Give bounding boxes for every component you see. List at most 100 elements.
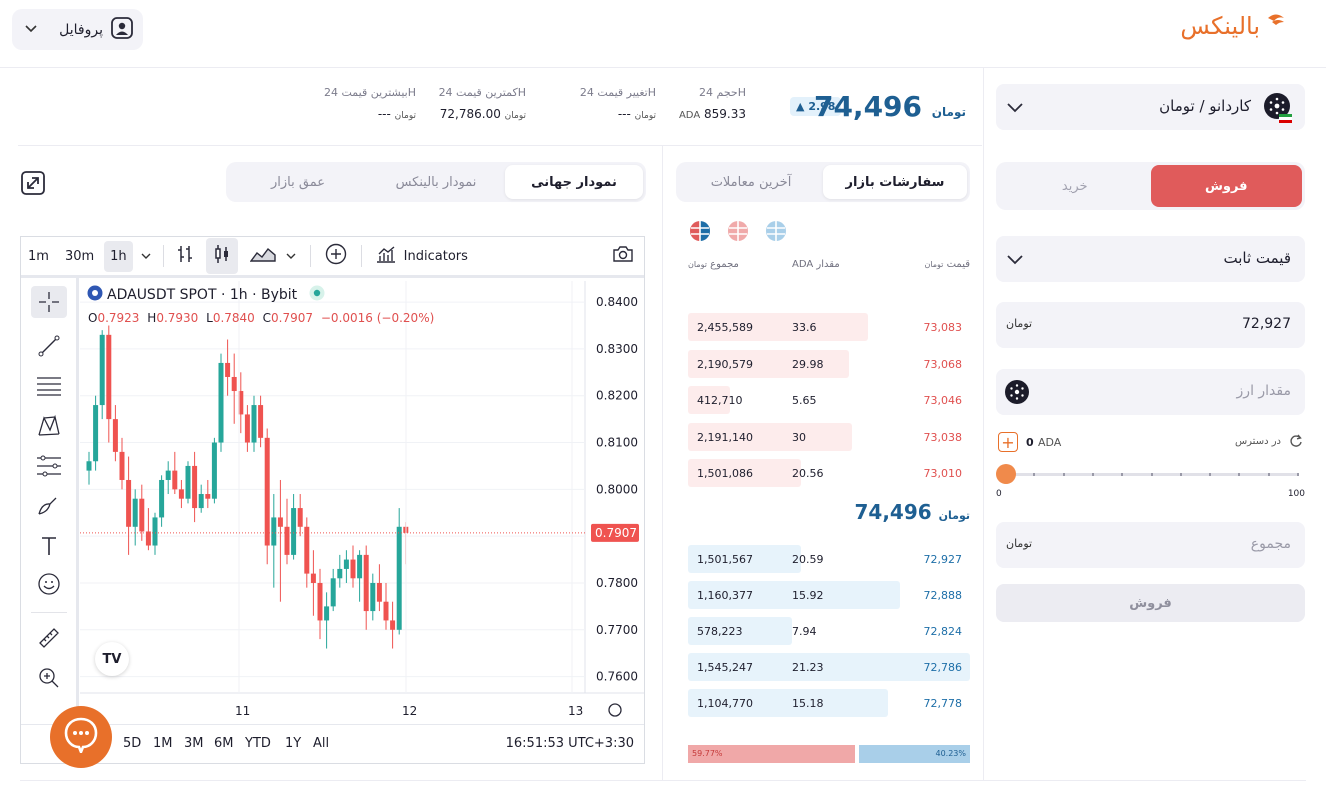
total-unit: تومان [1006,537,1033,550]
bid-order-row[interactable]: 1,545,247 21.23 72,786 [688,653,970,681]
chart-bottom-bar: 5D 1M 3M 6M YTD 1Y All 16:51:53 UTC+3:30 [21,724,644,763]
depth-bar [688,349,849,378]
range-3m[interactable]: 3M [184,736,204,751]
tab-market-orders[interactable]: سفارشات بازار [823,165,967,199]
view-sells-icon[interactable] [727,220,749,246]
candle-body [317,582,323,621]
candlestick-chart[interactable]: 0.84000.83000.82000.81000.80000.79000.78… [80,281,644,724]
view-both-icon[interactable] [689,220,711,246]
order-total: 1,545,247 [697,661,753,674]
stat-change: تغییر قیمت 24H --- تومان [566,86,656,121]
column-divider [662,146,663,780]
tab-global-chart[interactable]: نمودار جهانی [505,165,643,199]
current-price: تومان 74,496 [814,90,966,123]
interval-1m[interactable]: 1m [28,248,49,264]
tradingview-chart: 1m 30m 1h Indicators [20,236,645,764]
emoji-icon[interactable] [31,568,67,600]
order-amount: 20.59 [792,553,824,566]
pattern-icon[interactable] [31,410,67,442]
bid-order-row[interactable]: 1,501,567 20.59 72,927 [688,545,970,573]
chevron-down-icon[interactable] [286,249,296,264]
pair-selector[interactable]: کاردانو / تومان [996,84,1305,130]
bid-order-row[interactable]: 1,104,770 15.18 72,778 [688,689,970,717]
zoom-in-icon[interactable] [31,662,67,694]
toolbar-separator [162,245,164,267]
order-total: 2,191,140 [697,430,753,444]
order-total: 2,190,579 [697,357,753,371]
interval-1h[interactable]: 1h [104,240,133,272]
trend-line-icon[interactable] [31,330,67,362]
slider-mark [1150,473,1153,476]
bar-chart-icon[interactable] [176,244,194,268]
view-buys-icon[interactable] [765,220,787,246]
chevron-down-icon[interactable] [141,249,151,264]
submit-sell-button[interactable]: فروش [996,584,1305,622]
support-chat-button[interactable] [50,706,112,768]
total-field[interactable]: تومان مجموع [996,522,1305,568]
candle-body [152,517,158,546]
range-1m[interactable]: 1M [153,736,173,751]
candles-icon[interactable] [205,238,238,274]
slider-mark [1091,473,1094,476]
order-price: 73,083 [923,321,963,334]
column-divider [983,68,984,780]
camera-icon[interactable] [612,245,634,267]
refresh-icon[interactable] [1289,434,1303,451]
ruler-icon[interactable] [31,622,67,654]
range-1y[interactable]: 1Y [285,736,302,751]
orderbook-view-switch [689,220,787,246]
indicators-icon[interactable] [376,245,396,267]
candle-body [112,419,118,452]
crosshair-icon[interactable] [31,286,67,318]
market-status-icon [309,285,325,305]
horizontal-lines-icon[interactable] [31,370,67,402]
expand-icon[interactable] [20,170,46,196]
amount-field[interactable]: مقدار ارز [996,369,1305,415]
bid-order-row[interactable]: 578,223 7.94 72,824 [688,617,970,645]
profile-menu-button[interactable]: پروفایل [12,9,143,50]
slider-thumb[interactable] [996,464,1016,484]
add-indicator-icon[interactable] [325,243,347,269]
depth-bar [688,617,793,645]
ask-order-row[interactable]: 1,501,086 20.56 73,010 [688,459,970,487]
deposit-plus-icon[interactable]: + [998,432,1018,452]
slider-track [1002,473,1298,476]
order-price: 73,068 [923,357,963,371]
range-5d[interactable]: 5D [123,736,142,751]
fib-icon[interactable] [31,450,67,482]
ask-order-row[interactable]: 2,191,140 30 73,038 [688,422,970,451]
amount-slider[interactable]: 0 100 [996,462,1305,502]
brush-icon[interactable] [31,490,67,522]
candle-body [251,405,257,443]
indicators-button[interactable]: Indicators [403,248,468,264]
range-all[interactable]: All [313,736,330,751]
sell-tab[interactable]: فروش [1150,165,1302,207]
text-icon[interactable] [31,530,67,562]
price-change-badge: ▲ 2.98 [790,97,842,116]
tab-market-depth[interactable]: عمق بازار [271,174,325,190]
bid-order-row[interactable]: 1,160,377 15.92 72,888 [688,581,970,609]
price-value: 72,927 [1242,316,1291,332]
amount-placeholder: مقدار ارز [1236,383,1291,399]
interval-30m[interactable]: 30m [64,248,95,264]
balinex-logo[interactable]: بالینکس [1164,10,1294,46]
tradingview-logo[interactable]: TV [95,642,129,676]
col-price-header: قیمت تومان [924,259,970,270]
ask-order-row[interactable]: 2,455,589 33.6 73,083 [688,313,970,341]
ask-order-row[interactable]: 412,710 5.65 73,046 [688,386,970,414]
tab-balinex-chart[interactable]: نمودار بالینکس [395,174,477,190]
price-field[interactable]: تومان 72,927 [996,302,1305,348]
price-unit: تومان [1006,317,1033,330]
ask-order-row[interactable]: 2,190,579 29.98 73,068 [688,349,970,378]
date-tick-label: 13 [568,704,583,718]
range-6m[interactable]: 6M [214,736,234,751]
candle-body [86,461,92,471]
area-chart-icon[interactable] [249,245,276,267]
chevron-down-icon [24,22,38,38]
sell-ratio: 59.77% [688,745,855,763]
order-type-select[interactable]: قیمت ثابت [996,236,1305,282]
buy-tab[interactable]: خرید [1061,178,1088,194]
range-ytd[interactable]: YTD [245,736,271,751]
tab-recent-trades[interactable]: آخرین معاملات [710,174,792,190]
order-price: 72,927 [923,553,963,566]
